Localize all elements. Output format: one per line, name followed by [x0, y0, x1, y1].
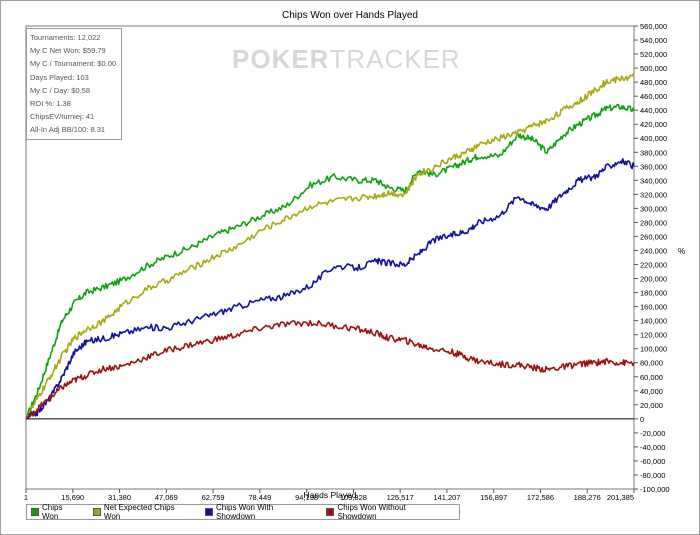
y-tick-label: 180,000 [640, 289, 667, 298]
y-tick-label: 420,000 [640, 120, 667, 129]
y-tick-label: 100,000 [640, 345, 667, 354]
y-tick-label: 340,000 [640, 176, 667, 185]
stats-box: Tournaments: 12,022 My C Net Won: $59.79… [26, 28, 122, 140]
y-tick-label: 60,000 [640, 373, 663, 382]
stat-days-played: Days Played: 103 [30, 72, 89, 82]
stat-allin-adj: All-In Adj BB/100: 8.31 [30, 125, 106, 135]
right-axis-label: % [678, 247, 685, 256]
y-tick-label: -60,000 [640, 457, 665, 466]
legend-item-net-expected[interactable]: Net Expected Chips Won [92, 503, 193, 521]
y-tick-label: 560,000 [640, 22, 667, 31]
x-tick-label: 62,759 [202, 493, 225, 502]
series-lines [25, 73, 635, 420]
y-tick-label: 240,000 [640, 246, 667, 255]
legend-label: Chips Won With Showdown [216, 503, 274, 521]
legend-swatch [205, 508, 214, 516]
stat-per-day: My C / Day: $0.58 [30, 85, 91, 95]
y-axis: -100,000 -80,000 -60,000 -40,000 -20,000 0 20,… [634, 22, 670, 494]
y-tick-label: 380,000 [640, 148, 667, 157]
y-tick-label: 40,000 [640, 387, 663, 396]
y-tick-label: 0 [640, 415, 644, 424]
x-tick-label: 156,897 [480, 493, 507, 502]
legend-swatch [92, 508, 101, 516]
series-line-2 [25, 158, 635, 420]
x-tick-label: 201,385 [607, 493, 634, 502]
x-tick-label: 125,517 [387, 493, 414, 502]
y-tick-label: -80,000 [640, 471, 665, 480]
y-tick-label: 400,000 [640, 134, 667, 143]
plot-area [25, 25, 635, 490]
chart-title: Chips Won over Hands Played [282, 10, 418, 21]
x-tick-label: 141,207 [433, 493, 460, 502]
y-tick-label: -100,000 [640, 485, 670, 494]
y-tick-label: 480,000 [640, 78, 667, 87]
y-tick-label: 220,000 [640, 261, 667, 270]
y-tick-label: 200,000 [640, 275, 667, 284]
x-tick-label: 172,586 [527, 493, 554, 502]
stat-tournaments: Tournaments: 12,022 [30, 33, 101, 42]
x-tick-label: 1 [24, 493, 28, 502]
y-tick-label: 260,000 [640, 232, 667, 241]
y-tick-label: 320,000 [640, 190, 667, 199]
legend-swatch [326, 508, 335, 516]
watermark-poker: POKER [232, 44, 330, 74]
series-line-3 [25, 319, 635, 420]
stat-per-tournament: My C / Tournament: $0.00 [30, 59, 117, 69]
x-tick-label: 15,690 [61, 493, 84, 502]
y-tick-label: 80,000 [640, 359, 663, 368]
y-tick-label: 160,000 [640, 303, 667, 312]
y-tick-label: 440,000 [640, 106, 667, 115]
x-tick-label: 31,380 [108, 493, 131, 502]
legend-label: Chips Won Without Showdown [337, 503, 406, 521]
y-tick-label: 300,000 [640, 204, 667, 213]
y-tick-label: 540,000 [640, 36, 667, 45]
watermark-tracker: TRACKER [329, 44, 461, 74]
y-tick-label: 140,000 [640, 317, 667, 326]
y-tick-label: 520,000 [640, 50, 667, 59]
y-tick-label: 20,000 [640, 401, 663, 410]
series-line-1 [25, 73, 635, 420]
y-tick-label: 500,000 [640, 64, 667, 73]
x-axis-label: Hands Played [304, 490, 357, 500]
legend: Chips Won Net Expected Chips Won Chips W… [26, 503, 460, 521]
stat-chipsev: ChipsEV/turniej: 41 [30, 112, 95, 122]
legend-label: Chips Won [41, 503, 63, 521]
x-tick-label: 94,138 [295, 493, 318, 502]
y-tick-label: -40,000 [640, 443, 665, 452]
x-tick-label: 188,276 [574, 493, 601, 502]
legend-label: Net Expected Chips Won [103, 503, 175, 521]
x-tick-label: 78,449 [248, 493, 271, 502]
x-tick-label: 47,069 [155, 493, 178, 502]
stat-roi: ROI %: 1.38 [30, 99, 71, 109]
y-tick-label: -20,000 [640, 429, 665, 438]
x-axis: 1 15,690 31,380 47,069 62,759 78,449 94,138 109… [24, 489, 635, 502]
legend-swatch [31, 508, 39, 516]
y-tick-label: 280,000 [640, 218, 667, 227]
series-line-0 [25, 103, 635, 420]
y-tick-label: 460,000 [640, 92, 667, 101]
y-tick-label: 120,000 [640, 331, 667, 340]
y-tick-label: 360,000 [640, 162, 667, 171]
legend-item-without-showdown[interactable]: Chips Won Without Showdown [326, 503, 447, 521]
legend-item-with-showdown[interactable]: Chips Won With Showdown [205, 503, 314, 521]
legend-item-chips-won[interactable]: Chips Won [31, 503, 81, 521]
x-tick-label: 109,828 [340, 493, 367, 502]
stat-net-won: My C Net Won: $59.79 [30, 46, 106, 56]
pokertracker-logo-watermark: POKERTRACKER [232, 44, 461, 75]
